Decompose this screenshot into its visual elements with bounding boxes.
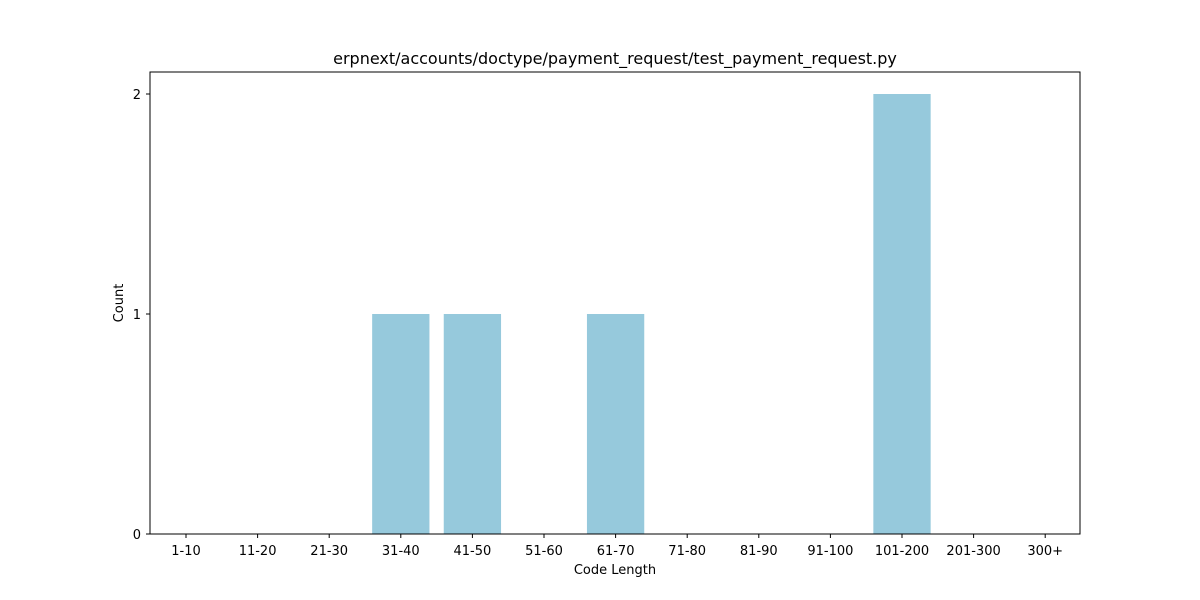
x-tick-label: 300+ xyxy=(1027,544,1063,559)
plot-frame xyxy=(149,71,1081,535)
x-tick-label: 81-90 xyxy=(740,544,778,559)
x-tick-label: 201-300 xyxy=(946,544,1000,559)
x-axis: 1-10 11-20 21-30 31-40 41-50 51-60 61-70 71-80 8… xyxy=(171,534,1063,559)
x-tick-label: 31-40 xyxy=(382,544,420,559)
bar-41-50 xyxy=(443,314,502,534)
x-tick-label: 1-10 xyxy=(171,544,201,559)
y-axis: 0 1 2 xyxy=(133,88,150,543)
chart-title: erpnext/accounts/doctype/payment_request… xyxy=(333,49,897,69)
bar-31-40 xyxy=(372,314,430,534)
y-tick-label: 2 xyxy=(133,88,141,103)
x-tick-label: 61-70 xyxy=(597,544,635,559)
y-tick-label: 0 xyxy=(133,528,141,543)
x-axis-label: Code Length xyxy=(574,563,656,578)
bars-group xyxy=(372,94,931,534)
x-tick-label: 11-20 xyxy=(239,544,277,559)
x-tick-label: 51-60 xyxy=(525,544,563,559)
x-tick-label: 71-80 xyxy=(668,544,706,559)
x-tick-label: 91-100 xyxy=(807,544,853,559)
x-tick-label: 41-50 xyxy=(454,544,492,559)
bar-101-200 xyxy=(873,94,931,534)
x-tick-label: 101-200 xyxy=(875,544,929,559)
y-tick-label: 1 xyxy=(133,308,141,323)
y-axis-label: Count xyxy=(112,284,127,323)
x-tick-label: 21-30 xyxy=(310,544,348,559)
bar-61-70 xyxy=(586,314,645,534)
